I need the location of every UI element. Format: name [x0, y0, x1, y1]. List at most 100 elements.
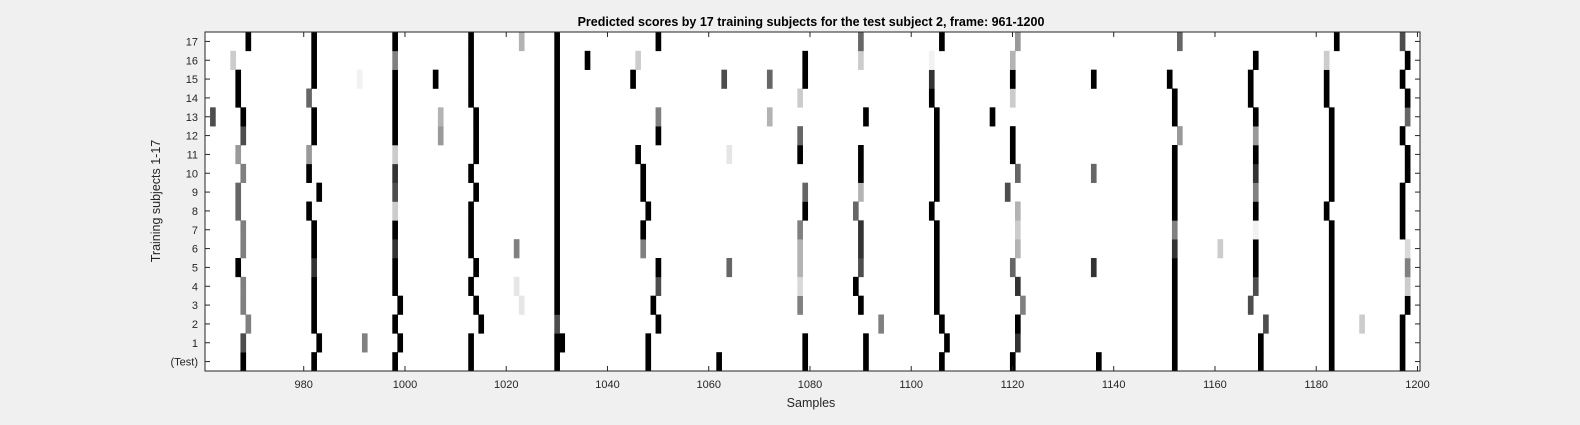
heatmap-cell	[1247, 69, 1254, 89]
heatmap-cell	[797, 145, 803, 165]
heatmap-cell	[240, 333, 247, 353]
y-tick-label: 13	[186, 112, 198, 124]
heatmap-cell	[240, 352, 247, 372]
x-axis-label: Samples	[787, 396, 836, 410]
heatmap-cell	[235, 145, 242, 165]
heatmap-cell	[635, 145, 641, 165]
x-tick-label: 1060	[696, 379, 720, 391]
heatmap-cell	[1404, 145, 1411, 165]
heatmap-cell	[473, 258, 479, 278]
heatmap-cells	[210, 32, 1411, 372]
y-tick-label: 12	[186, 131, 198, 143]
heatmap-cell	[1323, 88, 1330, 108]
plot-area	[205, 32, 1420, 371]
heatmap-cell	[235, 201, 242, 221]
heatmap-cell	[392, 163, 398, 183]
heatmap-cell	[1404, 295, 1411, 315]
heatmap-cell	[1015, 163, 1021, 183]
heatmap-cell	[1090, 163, 1097, 183]
heatmap-cell	[1247, 295, 1254, 315]
heatmap-cell	[1404, 163, 1411, 183]
heatmap-cell	[1258, 333, 1264, 353]
y-tick-label: 9	[192, 187, 198, 199]
heatmap-cell	[437, 126, 444, 146]
heatmap-cell	[1252, 182, 1259, 202]
heatmap-cell	[645, 333, 652, 353]
heatmap-cell	[468, 352, 474, 372]
heatmap-cell	[240, 276, 247, 296]
heatmap-cell	[311, 220, 317, 240]
x-tick-label: 1020	[494, 379, 518, 391]
heatmap-cell	[554, 163, 560, 183]
heatmap-cell	[1015, 201, 1021, 221]
heatmap-cell	[1328, 126, 1335, 146]
heatmap-cell	[1404, 50, 1411, 70]
heatmap-cell	[1171, 314, 1178, 334]
heatmap-cell	[1009, 145, 1016, 165]
heatmap-cell	[802, 201, 809, 221]
heatmap-cell	[473, 145, 479, 165]
heatmap-cell	[1328, 220, 1335, 240]
x-axis-ticks: 980 1000 1020 1040 1060 1080 1100 1120 1140 1160 1…	[295, 32, 1430, 391]
y-tick-label: 17	[186, 36, 198, 48]
heatmap-cell	[1171, 220, 1178, 240]
heatmap-cell	[726, 258, 733, 278]
heatmap-cell	[1399, 69, 1406, 89]
heatmap-cell	[311, 32, 317, 52]
heatmap-cell	[397, 295, 404, 315]
heatmap-cell	[934, 126, 940, 146]
heatmap-cell	[306, 201, 312, 221]
heatmap-cell	[468, 32, 474, 52]
heatmap-cell	[437, 107, 444, 127]
heatmap-cell	[554, 145, 560, 165]
heatmap-cell	[1323, 50, 1330, 70]
heatmap-cell	[473, 126, 479, 146]
heatmap-cell	[1252, 163, 1259, 183]
heatmap-cell	[306, 145, 312, 165]
heatmap-cell	[1171, 107, 1178, 127]
heatmap-cell	[559, 333, 566, 353]
heatmap-cell	[934, 182, 940, 202]
x-tick-label: 1000	[393, 379, 417, 391]
heatmap-cell	[645, 352, 652, 372]
heatmap-cell	[1399, 333, 1406, 353]
heatmap-cell	[311, 69, 317, 89]
heatmap-cell	[934, 258, 940, 278]
heatmap-cell	[311, 50, 317, 70]
y-tick-label: 10	[186, 168, 198, 180]
y-tick-label: 4	[192, 281, 198, 293]
heatmap-cell	[311, 107, 317, 127]
heatmap-cell	[1171, 88, 1178, 108]
heatmap-cell	[1015, 314, 1021, 334]
heatmap-cell	[1252, 107, 1259, 127]
heatmap-cell	[640, 182, 647, 202]
heatmap-cell	[1171, 182, 1178, 202]
heatmap-cell	[1328, 145, 1335, 165]
heatmap-cell	[245, 32, 252, 52]
y-tick-label: 11	[187, 149, 198, 161]
heatmap-cell	[1015, 32, 1021, 52]
heatmap-cell	[235, 182, 242, 202]
heatmap-cell	[1404, 107, 1411, 127]
heatmap-cell	[392, 276, 398, 296]
x-tick-label: 1160	[1203, 379, 1227, 391]
heatmap-cell	[554, 88, 560, 108]
heatmap-cell	[1171, 333, 1178, 353]
heatmap-cell	[210, 107, 216, 127]
heatmap-cell	[392, 258, 398, 278]
heatmap-cell	[1009, 69, 1016, 89]
heatmap-cell	[863, 333, 869, 353]
y-axis-label: Training subjects 1-17	[149, 140, 163, 263]
heatmap-cell	[1328, 258, 1335, 278]
heatmap-cell	[797, 88, 803, 108]
heatmap-cell	[311, 276, 317, 296]
heatmap-cell	[478, 314, 485, 334]
heatmap-cell	[1252, 239, 1259, 259]
heatmap-cell	[1333, 32, 1340, 52]
heatmap-cell	[468, 220, 474, 240]
heatmap-cell	[468, 239, 474, 259]
heatmap-cell	[1015, 276, 1021, 296]
